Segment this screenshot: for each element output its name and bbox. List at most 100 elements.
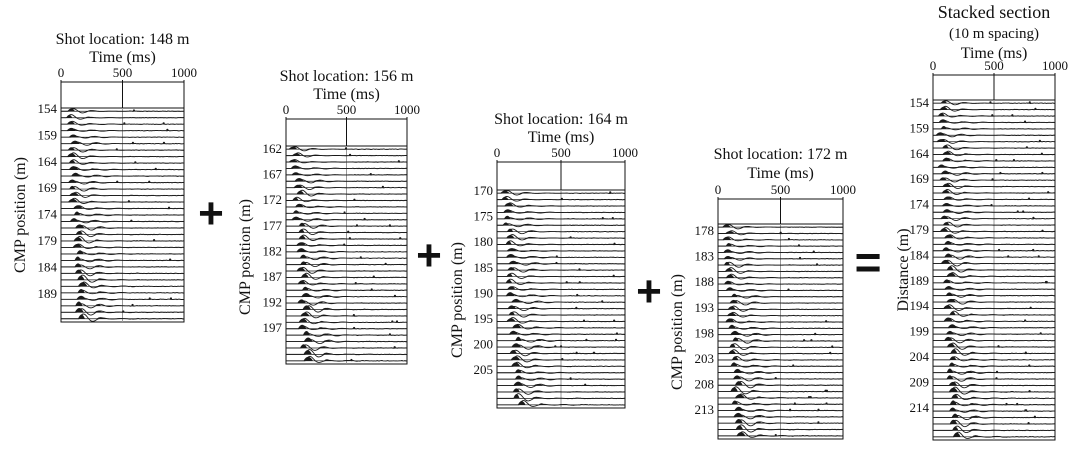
trace-peak	[528, 307, 535, 309]
trace-peak	[527, 320, 535, 322]
trace-peak	[741, 226, 751, 228]
trace-event	[559, 345, 563, 348]
trace-wiggle	[286, 228, 408, 236]
trace-event	[1033, 415, 1036, 418]
trace-event	[343, 211, 346, 214]
cmp-tick-label: 179	[38, 233, 58, 248]
trace-wiggle	[718, 273, 844, 280]
trace-peak	[114, 292, 125, 293]
trace-peak	[745, 320, 753, 323]
trace-peak	[549, 352, 557, 354]
trace-wiggle	[933, 221, 1056, 228]
cmp-tick-label: 198	[695, 325, 715, 340]
trace-event	[812, 250, 815, 253]
trace-peak	[755, 396, 763, 398]
trace-wiggle	[286, 179, 408, 184]
trace-peak	[93, 233, 103, 235]
cmp-tick-label: 154	[38, 101, 58, 116]
trace-peak	[750, 333, 759, 335]
trace-peak	[552, 301, 560, 303]
trace-peak	[983, 378, 992, 380]
trace-event	[578, 281, 581, 284]
trace-peak	[506, 228, 514, 232]
trace-wiggle	[718, 311, 844, 318]
trace-peak	[535, 339, 542, 341]
trace-wiggle	[61, 152, 185, 160]
trace-peak	[532, 300, 540, 303]
seismic-traces	[286, 146, 408, 363]
trace-peak	[319, 314, 328, 316]
time-tick-label: 1000	[830, 182, 856, 197]
trace-event	[774, 433, 777, 437]
trace-peak	[753, 415, 763, 417]
trace-event	[154, 167, 157, 170]
trace-peak	[530, 358, 541, 360]
trace-peak	[764, 270, 772, 272]
trace-peak	[951, 413, 959, 418]
trace-peak	[942, 247, 951, 251]
trace-event	[779, 231, 782, 234]
trace-peak	[968, 403, 976, 405]
trace-peak	[943, 305, 952, 309]
trace-peak	[504, 202, 514, 207]
trace-peak	[764, 277, 773, 278]
trace-peak	[334, 251, 344, 252]
trace-peak	[773, 428, 783, 430]
trace-peak	[296, 267, 306, 272]
cmp-tick-label: 162	[263, 141, 283, 156]
trace-event	[162, 141, 166, 144]
trace-peak	[310, 154, 320, 156]
trace-peak	[769, 365, 776, 367]
trace-event	[1041, 229, 1044, 232]
trace-peak	[988, 429, 998, 431]
trace-wiggle	[61, 212, 185, 217]
cmp-tick-label: 174	[38, 207, 58, 222]
trace-peak	[511, 343, 522, 348]
trace-peak	[963, 339, 971, 341]
trace-peak	[506, 318, 516, 322]
trace-event	[609, 191, 612, 194]
trace-peak	[752, 377, 761, 379]
trace-peak	[967, 384, 977, 386]
trace-peak	[956, 140, 965, 142]
trace-event	[395, 320, 399, 323]
trace-wiggle	[61, 180, 185, 185]
trace-wiggle	[933, 298, 1056, 305]
trace-peak	[292, 210, 300, 214]
trace-peak	[531, 396, 542, 399]
trace-wiggle	[497, 190, 626, 196]
trace-peak	[725, 318, 735, 323]
trace-peak	[773, 409, 782, 411]
cmp-tick-label: 194	[910, 298, 930, 313]
trace-event	[789, 408, 792, 411]
trace-event	[1037, 255, 1040, 258]
trace-peak	[962, 307, 971, 309]
trace-peak	[111, 214, 120, 215]
trace-peak	[985, 346, 993, 347]
trace-peak	[971, 435, 980, 437]
trace-peak	[729, 299, 738, 304]
trace-peak	[77, 282, 88, 287]
trace-event	[1016, 210, 1019, 213]
trace-wiggle	[286, 184, 408, 190]
trace-wiggle	[61, 114, 185, 120]
trace-peak	[508, 311, 515, 316]
trace-peak	[288, 159, 298, 163]
trace-peak	[85, 123, 95, 125]
trace-peak	[303, 356, 313, 361]
trace-event	[152, 239, 156, 242]
trace-wiggle	[497, 217, 626, 221]
trace-event	[555, 261, 558, 265]
trace-peak	[521, 224, 530, 226]
trace-peak	[87, 187, 96, 190]
trace-peak	[542, 211, 553, 213]
trace-peak	[66, 127, 77, 131]
trace-peak	[297, 324, 307, 329]
trace-event	[991, 178, 994, 181]
trace-peak	[317, 263, 327, 265]
trace-event	[397, 160, 400, 163]
trace-peak	[75, 224, 85, 228]
trace-event	[989, 101, 992, 104]
trace-wiggle	[933, 259, 1056, 267]
